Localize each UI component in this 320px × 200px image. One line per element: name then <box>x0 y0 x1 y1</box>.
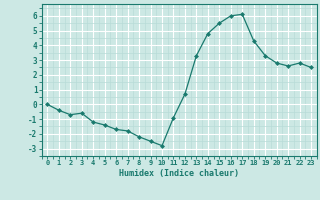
X-axis label: Humidex (Indice chaleur): Humidex (Indice chaleur) <box>119 169 239 178</box>
